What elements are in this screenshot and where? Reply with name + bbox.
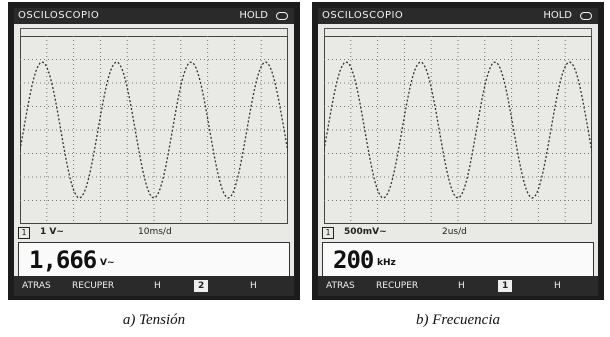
volts-per-div: 500mV~ <box>344 227 387 237</box>
menu-bar: ATRAS RECUPER H 1 H <box>318 276 598 296</box>
menu-item[interactable]: ATRAS <box>22 276 51 296</box>
hold-status: HOLD <box>239 8 268 24</box>
header-bar: OSCILOSCOPIO HOLD <box>14 8 294 24</box>
header-title: OSCILOSCOPIO <box>18 8 99 24</box>
menu-item[interactable]: H <box>250 276 257 296</box>
hold-status: HOLD <box>543 8 572 24</box>
menu-item[interactable]: H <box>458 276 465 296</box>
battery-icon <box>580 12 592 20</box>
time-per-div: 10ms/d <box>138 227 172 237</box>
reading-unit: kHz <box>377 258 396 268</box>
channel-marker: 1 <box>322 227 334 239</box>
channel-marker: 1 <box>18 227 30 239</box>
header-title: OSCILOSCOPIO <box>322 8 403 24</box>
oscilloscope-panel: OSCILOSCOPIO HOLD 1 500mV~ 2us/d 200 kHz ATRAS R… <box>312 2 604 300</box>
reading-unit: V~ <box>100 258 115 268</box>
reading-box: 200 kHz <box>322 242 594 278</box>
menu-item[interactable]: 2 <box>194 280 208 292</box>
battery-icon <box>276 12 288 20</box>
screen: OSCILOSCOPIO HOLD 1 500mV~ 2us/d 200 kHz ATRAS R… <box>318 8 598 296</box>
reading-box: 1,666 V~ <box>18 242 290 278</box>
trace-area <box>20 36 288 224</box>
header-bar: OSCILOSCOPIO HOLD <box>318 8 598 24</box>
menu-bar: ATRAS RECUPER H 2 H <box>14 276 294 296</box>
figure-caption: a) Tensión <box>8 312 300 329</box>
page: (() => { const data = JSON.parse(documen… <box>0 0 610 337</box>
volts-per-div: 1 V~ <box>40 227 64 237</box>
trace-area <box>324 36 592 224</box>
reading-value: 200 <box>333 246 373 274</box>
figure-caption: b) Frecuencia <box>312 312 604 329</box>
menu-item[interactable]: H <box>554 276 561 296</box>
menu-item[interactable]: RECUPER <box>376 276 418 296</box>
menu-item[interactable]: ATRAS <box>326 276 355 296</box>
menu-item[interactable]: 1 <box>498 280 512 292</box>
oscilloscope-panel: OSCILOSCOPIO HOLD 1 1 V~ 10ms/d 1,666 V~ ATRAS R… <box>8 2 300 300</box>
screen: OSCILOSCOPIO HOLD 1 1 V~ 10ms/d 1,666 V~ ATRAS R… <box>14 8 294 296</box>
reading-value: 1,666 <box>29 246 96 274</box>
time-per-div: 2us/d <box>442 227 467 237</box>
menu-item[interactable]: H <box>154 276 161 296</box>
menu-item[interactable]: RECUPER <box>72 276 114 296</box>
scale-row: 1 500mV~ 2us/d <box>322 226 594 240</box>
scale-row: 1 1 V~ 10ms/d <box>18 226 290 240</box>
